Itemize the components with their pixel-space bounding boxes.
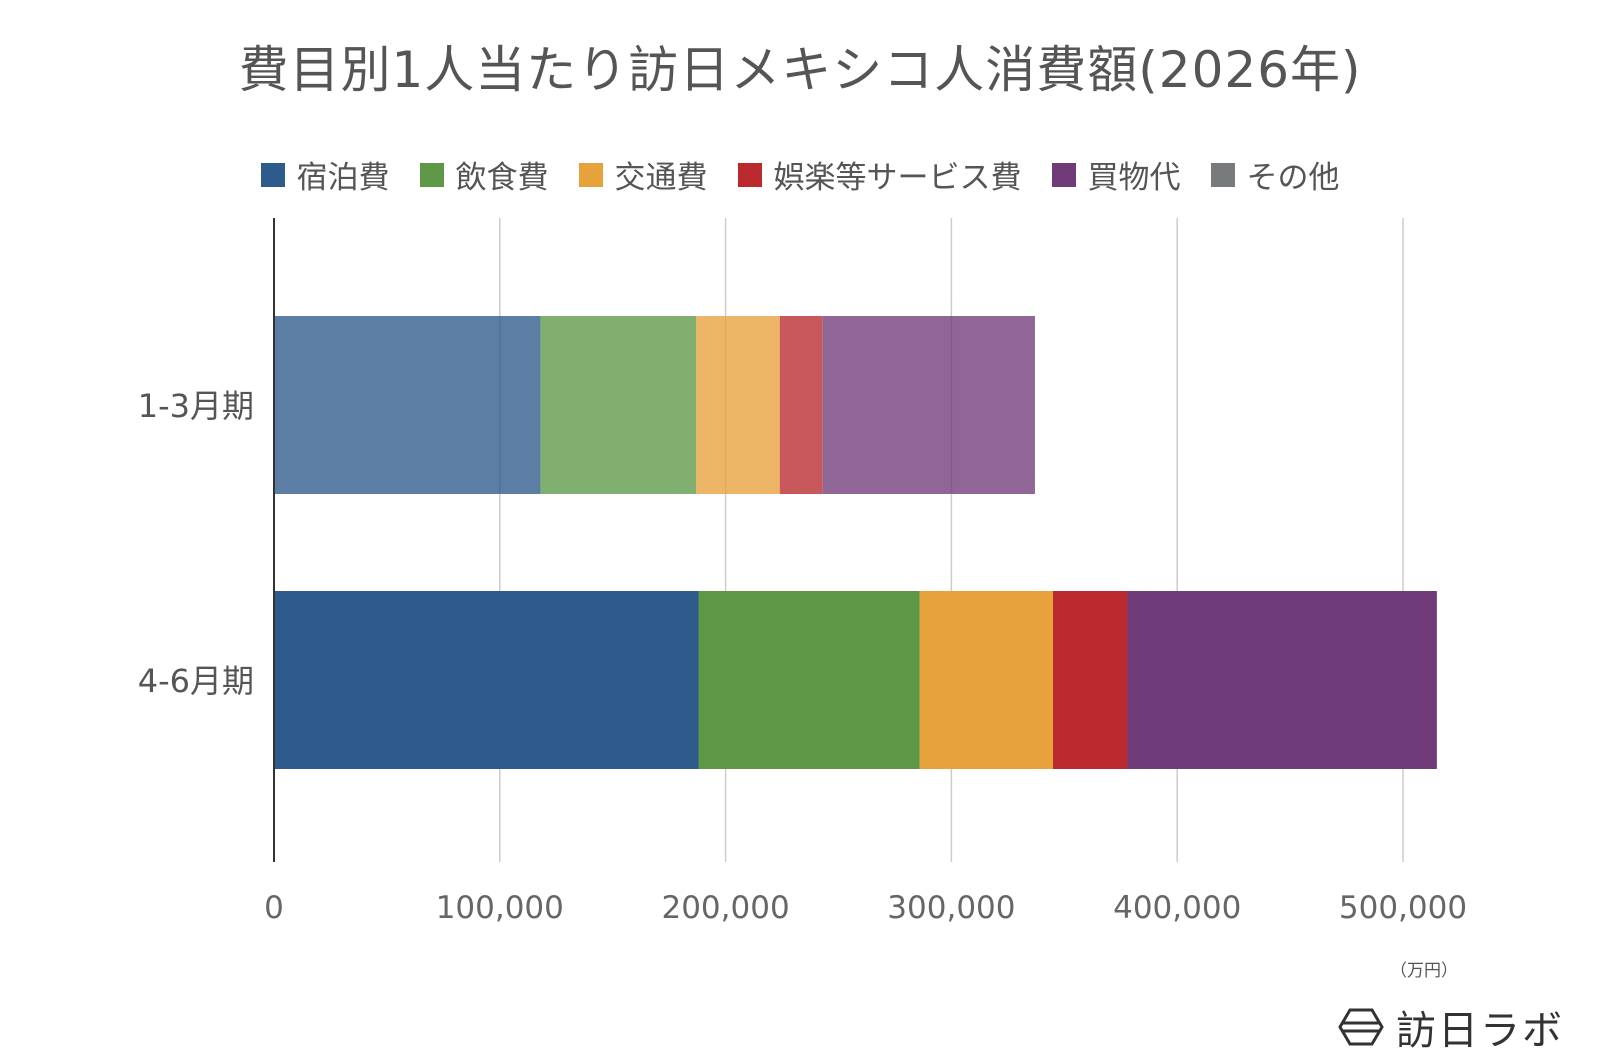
legend-swatch	[1051, 162, 1076, 187]
logo-text: 訪日ラボ	[1396, 1008, 1564, 1054]
x-tick-label: 500,000	[1339, 890, 1467, 926]
x-tick-label: 300,000	[887, 890, 1015, 926]
bar-segment	[1127, 591, 1437, 769]
legend-label: 飲食費	[455, 160, 549, 196]
x-tick-label: 200,000	[661, 890, 789, 926]
legend-swatch	[578, 162, 603, 187]
legend-item: 宿泊費	[260, 152, 390, 197]
bar-segment	[698, 591, 920, 769]
legend-item: 交通費	[578, 152, 708, 197]
legend-item: 飲食費	[419, 152, 549, 197]
legend-label: 宿泊費	[296, 160, 390, 196]
x-tick-label: 400,000	[1113, 890, 1241, 926]
legend-item: 娯楽等サービス費	[737, 152, 1022, 197]
bar-segment	[1053, 591, 1128, 769]
x-tick-label: 100,000	[436, 890, 564, 926]
legend-item: 買物代	[1051, 152, 1181, 197]
legend-swatch	[1210, 162, 1235, 187]
brand-logo: 訪日ラボ	[1338, 998, 1564, 1056]
legend-label: その他	[1246, 160, 1340, 196]
legend-swatch	[260, 162, 285, 187]
legend: 宿泊費 飲食費 交通費 娯楽等サービス費 買物代 その他	[0, 152, 1600, 197]
bar-segment	[696, 316, 780, 494]
chart-title: 費目別1人当たり訪日メキシコ人消費額(2026年)	[238, 41, 1362, 99]
legend-label: 娯楽等サービス費	[773, 160, 1022, 196]
bar-segment	[919, 591, 1054, 769]
legend-item: その他	[1210, 152, 1340, 197]
logo-icon	[1338, 1008, 1384, 1046]
bar-segment	[822, 316, 1035, 494]
category-label: 1-3月期	[138, 387, 254, 425]
bar-segment	[540, 316, 697, 494]
x-tick-label: 0	[264, 890, 284, 926]
category-label: 4-6月期	[138, 662, 254, 700]
bar-segment	[274, 316, 541, 494]
unit-label: （万円）	[1390, 961, 1458, 981]
legend-label: 交通費	[614, 160, 708, 196]
legend-swatch	[419, 162, 444, 187]
bar-segment	[274, 591, 699, 769]
legend-label: 買物代	[1087, 160, 1181, 196]
bar-segment	[779, 316, 823, 494]
legend-swatch	[737, 162, 762, 187]
